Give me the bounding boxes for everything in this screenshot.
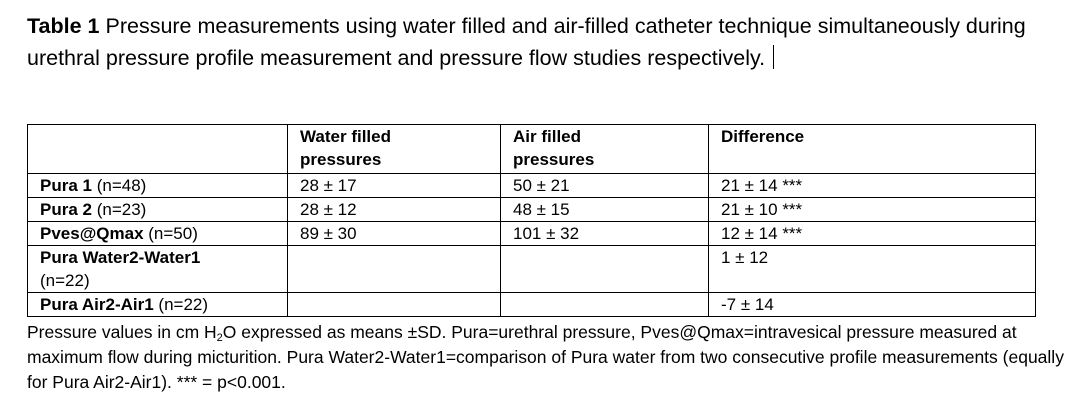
row-count: (n=50) [148,224,198,243]
row-label-cell: Pura 2 (n=23) [27,197,288,222]
table-row: Pura Water2-Water1 (n=22) 1 ± 12 [27,245,1036,293]
footnote-text: O expressed as means ±SD. Pura=urethral … [27,322,1064,392]
cell-text: 28 ± 12 [300,200,357,219]
cell-text: 1 ± 12 [721,248,769,267]
table-cell [287,245,501,293]
cell-text: 50 ± 21 [513,176,570,195]
cell-text: -7 ± 14 [721,295,774,314]
cell-text: 12 ± 14 *** [721,224,803,243]
row-count: (n=23) [96,200,147,219]
row-label: Pura Air2-Air1 [40,295,154,314]
footnote: Pressure values in cm H2O expressed as m… [27,320,1067,395]
header-text: Water filled pressures [300,127,391,169]
table-cell [500,292,709,317]
cell-text: 21 ± 14 *** [721,176,803,195]
caption: Table 1 Pressure measurements using wate… [27,10,1027,74]
table: Water filled pressures Air filled pressu… [27,124,1036,317]
footnote-subscript: 2 [216,332,223,344]
row-label: Pura 2 [40,200,92,219]
row-label-cell: Pura Air2-Air1 (n=22) [27,292,288,317]
header-cell: Difference [708,124,1036,174]
footnote-text: Pressure values in cm H [27,322,217,342]
row-count: (n=22) [40,271,90,290]
header-cell: Air filled pressures [500,124,709,174]
row-count: (n=48) [96,176,147,195]
table-cell: 28 ± 12 [287,197,501,222]
table-cell: 50 ± 21 [500,173,709,198]
cell-text: 89 ± 30 [300,224,357,243]
row-label-cell: Pura Water2-Water1 (n=22) [27,245,288,293]
caption-text: Pressure measurements using water filled… [27,14,1026,70]
header-text: Air filled pressures [513,127,595,169]
table-header: Water filled pressures Air filled pressu… [27,124,1036,174]
text-cursor [773,45,775,69]
table-cell [500,245,709,293]
table-cell [287,292,501,317]
row-label-cell: Pves@Qmax (n=50) [27,221,288,246]
header-row: Water filled pressures Air filled pressu… [27,124,1036,174]
row-label: Pves@Qmax [40,224,144,243]
table-cell: 21 ± 14 *** [708,173,1036,198]
cell-text: 28 ± 17 [300,176,357,195]
cell-text: 21 ± 10 *** [721,200,803,219]
cell-text: 101 ± 32 [513,224,580,243]
table-cell: 101 ± 32 [500,221,709,246]
table-row: Pura 1 (n=48) 28 ± 17 50 ± 21 21 ± 14 *** [27,173,1036,198]
row-label: Pura 1 [40,176,92,195]
table-row: Pura Air2-Air1 (n=22) -7 ± 14 [27,292,1036,317]
table-cell: 48 ± 15 [500,197,709,222]
cell-text: 48 ± 15 [513,200,570,219]
row-label-cell: Pura 1 (n=48) [27,173,288,198]
table-cell: 89 ± 30 [287,221,501,246]
table-body: Pura 1 (n=48) 28 ± 17 50 ± 21 21 ± 14 *** Pu… [27,173,1036,317]
table-cell: 21 ± 10 *** [708,197,1036,222]
header-text: Difference [721,127,805,146]
row-label: Pura Water2-Water1 [40,248,201,267]
header-cell: Water filled pressures [287,124,501,174]
table-row: Pves@Qmax (n=50) 89 ± 30 101 ± 32 12 ± 14 *… [27,221,1036,246]
table-cell: 28 ± 17 [287,173,501,198]
table-cell: 1 ± 12 [708,245,1036,293]
caption-label: Table 1 [27,14,100,38]
table-row: Pura 2 (n=23) 28 ± 12 48 ± 15 21 ± 10 *** [27,197,1036,222]
table-cell: 12 ± 14 *** [708,221,1036,246]
table-cell: -7 ± 14 [708,292,1036,317]
header-cell [27,124,288,174]
row-count: (n=22) [158,295,209,314]
